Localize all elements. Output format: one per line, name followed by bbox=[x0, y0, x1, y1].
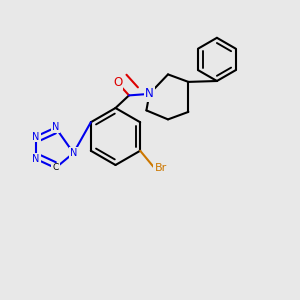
Text: N: N bbox=[145, 87, 154, 101]
Text: N: N bbox=[52, 122, 59, 133]
Text: O: O bbox=[113, 76, 122, 89]
Text: N: N bbox=[70, 148, 77, 158]
Text: N: N bbox=[32, 154, 40, 164]
Text: Br: Br bbox=[154, 163, 167, 173]
Text: N: N bbox=[32, 131, 40, 142]
Text: C: C bbox=[52, 164, 59, 172]
